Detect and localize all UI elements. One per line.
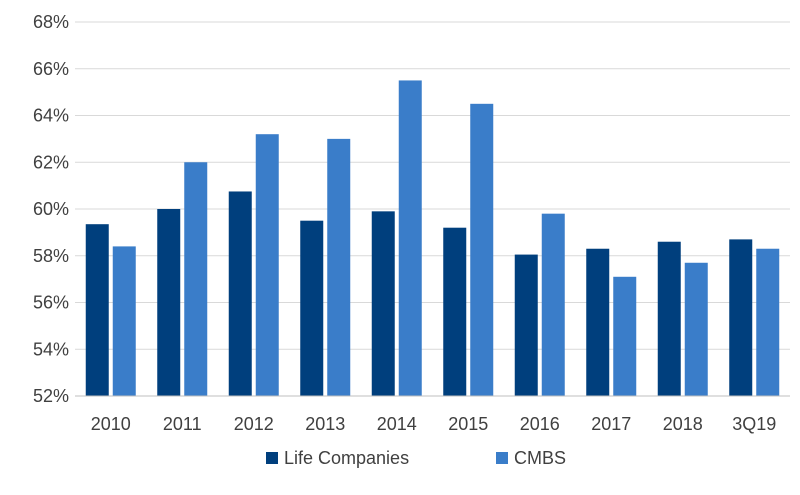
y-tick-label: 62% [33, 152, 69, 172]
y-tick-label: 54% [33, 339, 69, 359]
bar-cmbs-2018 [684, 262, 708, 396]
bar-life-companies-2018 [657, 241, 681, 396]
x-tick-label: 2017 [591, 414, 631, 434]
y-tick-label: 68% [33, 12, 69, 32]
x-tick-label: 2013 [305, 414, 345, 434]
bar-cmbs-2011 [184, 162, 208, 396]
bar-life-companies-2014 [371, 211, 395, 396]
y-tick-label: 52% [33, 386, 69, 406]
bar-life-companies-3q19 [729, 239, 753, 396]
legend-swatch [496, 452, 508, 464]
x-tick-label: 3Q19 [732, 414, 776, 434]
bar-life-companies-2011 [157, 209, 181, 396]
axes: 52% 54% 56% 58% 60% 62% 64% 66% 68% 2010 2011 2012 2… [33, 12, 790, 434]
bar-life-companies-2016 [514, 254, 538, 396]
bar-life-companies-2010 [85, 224, 109, 396]
x-tick-label: 2014 [377, 414, 417, 434]
x-tick-label: 2015 [448, 414, 488, 434]
bar-cmbs-2016 [541, 213, 565, 396]
y-tick-label: 56% [33, 293, 69, 313]
y-tick-label: 64% [33, 106, 69, 126]
legend: Life Companies CMBS [266, 448, 566, 468]
bar-life-companies-2015 [443, 227, 467, 396]
x-tick-label: 2010 [91, 414, 131, 434]
legend-label: CMBS [514, 448, 566, 468]
bar-life-companies-2013 [300, 220, 324, 396]
x-tick-label: 2018 [663, 414, 703, 434]
bar-cmbs-2014 [398, 80, 422, 396]
x-tick-label: 2016 [520, 414, 560, 434]
bar-cmbs-2015 [470, 103, 494, 396]
gridlines [75, 21, 790, 350]
y-tick-label: 58% [33, 246, 69, 266]
x-tick-label: 2011 [163, 414, 202, 434]
legend-swatch [266, 452, 278, 464]
bar-cmbs-2017 [613, 276, 637, 396]
bar-life-companies-2017 [586, 248, 610, 396]
bars [85, 80, 780, 396]
bar-cmbs-2012 [255, 134, 279, 396]
bar-cmbs-3q19 [756, 248, 780, 396]
bar-cmbs-2010 [112, 246, 136, 396]
y-tick-label: 60% [33, 199, 69, 219]
y-tick-label: 66% [33, 59, 69, 79]
x-tick-label: 2012 [234, 414, 274, 434]
bar-cmbs-2013 [327, 138, 351, 396]
legend-label: Life Companies [284, 448, 409, 468]
bar-life-companies-2012 [228, 191, 252, 396]
